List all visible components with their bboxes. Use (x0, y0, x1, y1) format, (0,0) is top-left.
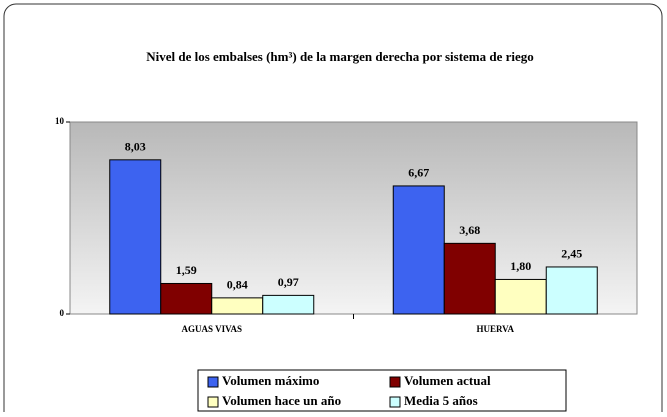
bar (443, 242, 496, 315)
legend-label: Media 5 años (404, 393, 478, 408)
data-label: 0,97 (278, 275, 299, 289)
bar (211, 297, 264, 315)
bar (262, 294, 315, 315)
legend-swatch (207, 376, 219, 388)
legend-swatch (389, 396, 401, 408)
legend-label: Volumen hace un año (222, 393, 341, 408)
bar (494, 278, 547, 315)
y-tick-label: 0 (60, 308, 65, 318)
legend-label: Volumen actual (404, 373, 491, 388)
data-label: 3,68 (459, 223, 480, 237)
bar (160, 282, 213, 315)
legend (197, 369, 567, 412)
legend-swatch (207, 396, 219, 408)
data-label: 0,84 (227, 278, 248, 292)
legend-swatch (389, 376, 401, 388)
data-label: 6,67 (408, 166, 429, 180)
x-tick-label: AGUAS VIVAS (182, 324, 242, 334)
data-label: 2,45 (561, 247, 582, 261)
data-label: 1,80 (510, 259, 531, 273)
bar (545, 266, 598, 315)
x-tick-label: HUERVA (476, 324, 514, 334)
y-tick-label: 10 (55, 116, 65, 126)
chart-title: Nivel de los embalses (hm³) de la margen… (146, 49, 534, 64)
bar (392, 185, 445, 315)
bar (109, 159, 162, 315)
data-label: 1,59 (176, 263, 197, 277)
data-label: 8,03 (125, 140, 146, 154)
legend-label: Volumen máximo (222, 373, 319, 388)
